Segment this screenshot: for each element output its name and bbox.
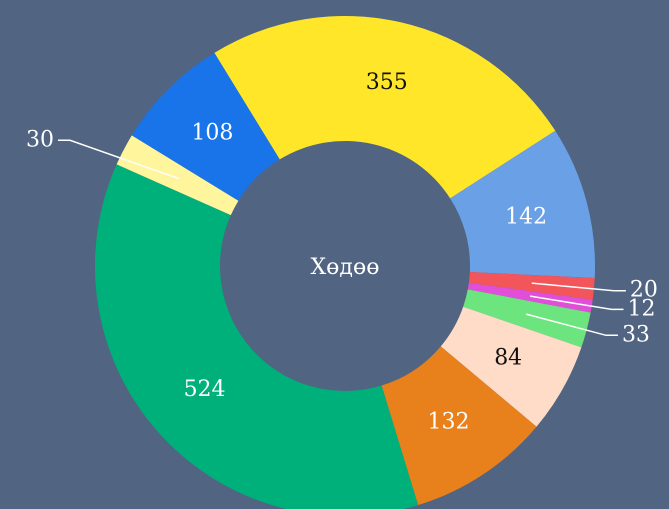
slice-label: 132 [427, 409, 469, 434]
leader-line [531, 282, 626, 292]
donut-slice [116, 135, 239, 216]
donut-slice [450, 130, 595, 278]
donut-slice [463, 289, 591, 348]
donut-slice [467, 282, 593, 313]
slice-label: 524 [184, 377, 226, 402]
leader-line [526, 313, 618, 337]
donut-slice [214, 16, 556, 199]
slices [95, 16, 595, 509]
slice-label: 20 [630, 278, 658, 303]
donut-slice [131, 52, 280, 201]
donut-slice [468, 271, 595, 300]
leader-line [58, 139, 180, 180]
slice-label: 84 [494, 345, 522, 370]
slice-label: 33 [622, 322, 650, 347]
donut-slice [440, 306, 582, 427]
slice-label: 12 [627, 296, 655, 321]
slice-label: 142 [505, 204, 547, 229]
donut-slice [381, 346, 537, 506]
leader-line [529, 295, 624, 311]
donut-slice [95, 164, 419, 509]
slice-label: 108 [191, 120, 233, 145]
center-label: Хөдөө [311, 255, 380, 280]
slice-label: 30 [26, 127, 54, 152]
slice-label: 355 [366, 70, 408, 95]
